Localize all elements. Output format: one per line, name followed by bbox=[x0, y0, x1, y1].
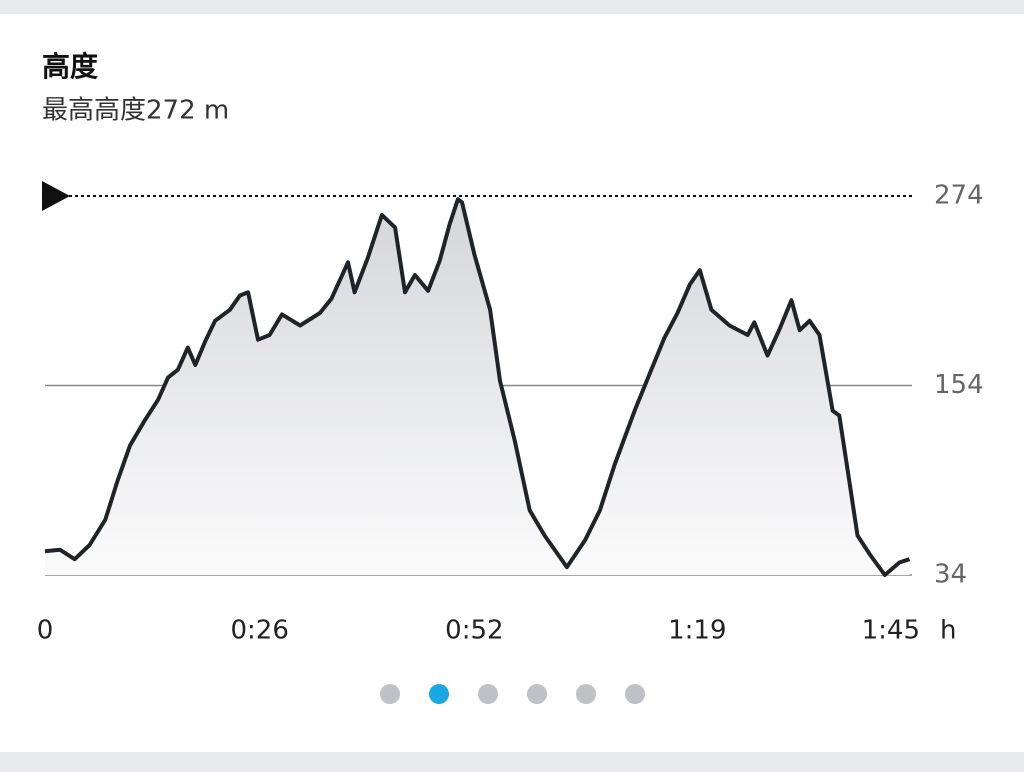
x-tick-label: 1:45 bbox=[862, 616, 920, 646]
page-dot[interactable] bbox=[625, 684, 645, 704]
chart-title: 高度 bbox=[42, 50, 98, 83]
page-dot[interactable] bbox=[527, 684, 547, 704]
x-axis-unit: h bbox=[940, 616, 956, 646]
page-dot-active[interactable] bbox=[429, 684, 449, 704]
page-dot[interactable] bbox=[576, 684, 596, 704]
max-marker bbox=[42, 181, 70, 211]
chart-subtitle: 最高高度272 m bbox=[42, 96, 229, 126]
x-tick-label: 0:52 bbox=[445, 616, 503, 646]
x-tick-label: 1:19 bbox=[668, 616, 726, 646]
x-tick-label: 0:26 bbox=[230, 616, 288, 646]
y-tick-label: 274 bbox=[934, 181, 984, 211]
line bbox=[44, 197, 911, 577]
page-dots bbox=[380, 684, 645, 704]
y-tick-label: 34 bbox=[934, 560, 967, 590]
page-dot[interactable] bbox=[380, 684, 400, 704]
y-tick-label: 154 bbox=[934, 370, 984, 400]
x-tick-label: 0 bbox=[37, 616, 54, 646]
area-fill bbox=[45, 199, 910, 575]
page-dot[interactable] bbox=[478, 684, 498, 704]
